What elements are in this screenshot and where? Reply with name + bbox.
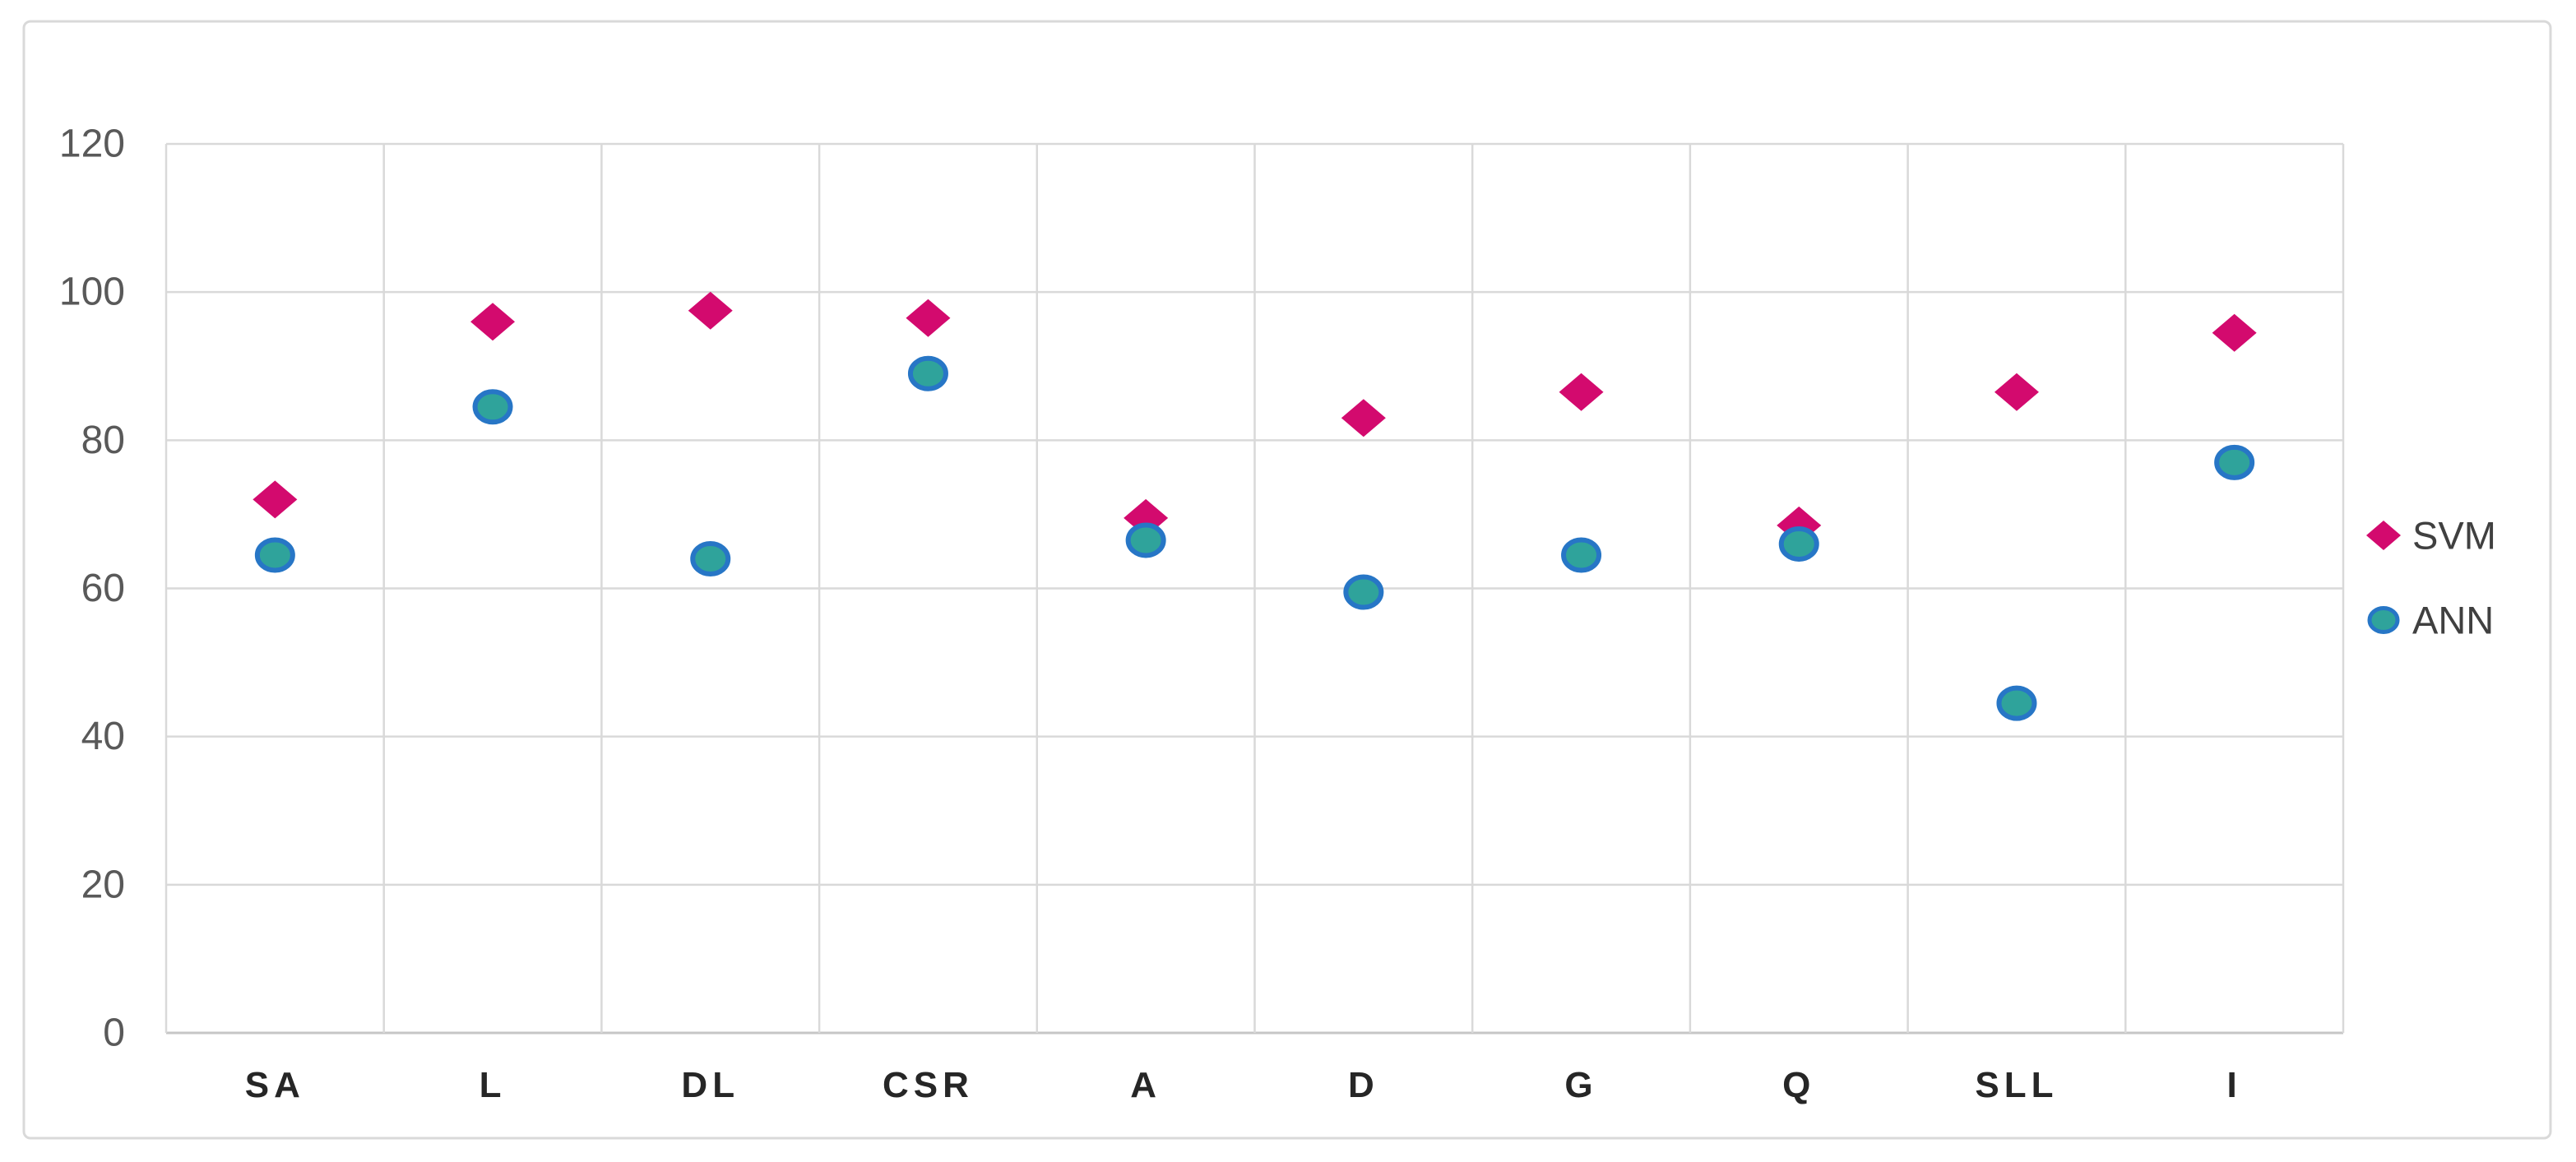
y-axis-tick-label: 20: [81, 863, 125, 906]
data-point-ann-q: [1778, 525, 1819, 562]
y-axis-tick-label: 100: [59, 271, 125, 314]
y-axis-tick-label: 0: [103, 1012, 125, 1055]
legend-swatch-ann-circle-icon: [2367, 606, 2400, 634]
x-axis-category-label: Q: [1782, 1065, 1815, 1105]
data-point-ann-a: [1125, 522, 1166, 558]
data-point-ann-sll: [1996, 685, 2037, 721]
data-point-svm-l: [470, 303, 516, 341]
data-point-svm-csr: [906, 299, 951, 337]
legend-label-svm: SVM: [2412, 514, 2496, 558]
legend-label-ann: ANN: [2412, 599, 2494, 642]
legend-swatch-svm-diamond-icon: [2366, 521, 2401, 550]
data-point-ann-g: [1561, 537, 1602, 573]
data-point-svm-sll: [1994, 373, 2039, 411]
data-point-svm-sa: [253, 480, 298, 519]
chart-frame: [22, 20, 2552, 1140]
data-point-ann-i: [2214, 444, 2255, 480]
data-point-svm-dl: [688, 291, 733, 330]
x-axis-category-label: A: [1130, 1065, 1161, 1105]
data-point-ann-csr: [907, 355, 948, 391]
data-point-svm-i: [2212, 313, 2257, 352]
y-axis-tick-label: 60: [81, 567, 125, 610]
x-axis-category-label: G: [1564, 1065, 1597, 1105]
data-point-ann-l: [472, 389, 513, 425]
data-point-ann-dl: [690, 540, 731, 576]
x-axis-category-label: DL: [681, 1065, 739, 1105]
x-axis-category-label: D: [1348, 1065, 1379, 1105]
data-point-svm-d: [1341, 399, 1386, 437]
data-point-svm-g: [1559, 373, 1604, 411]
x-axis-category-label: CSR: [883, 1065, 974, 1105]
y-axis-tick-label: 120: [59, 123, 125, 166]
x-axis-category-label: I: [2227, 1065, 2242, 1105]
data-point-ann-d: [1343, 574, 1384, 610]
x-axis-category-label: SLL: [1975, 1065, 2058, 1105]
y-axis-tick-label: 40: [81, 715, 125, 758]
x-axis-category-label: SA: [245, 1065, 305, 1105]
y-axis-tick-label: 80: [81, 419, 125, 462]
x-axis-category-label: L: [480, 1065, 507, 1105]
data-point-ann-sa: [254, 537, 295, 573]
